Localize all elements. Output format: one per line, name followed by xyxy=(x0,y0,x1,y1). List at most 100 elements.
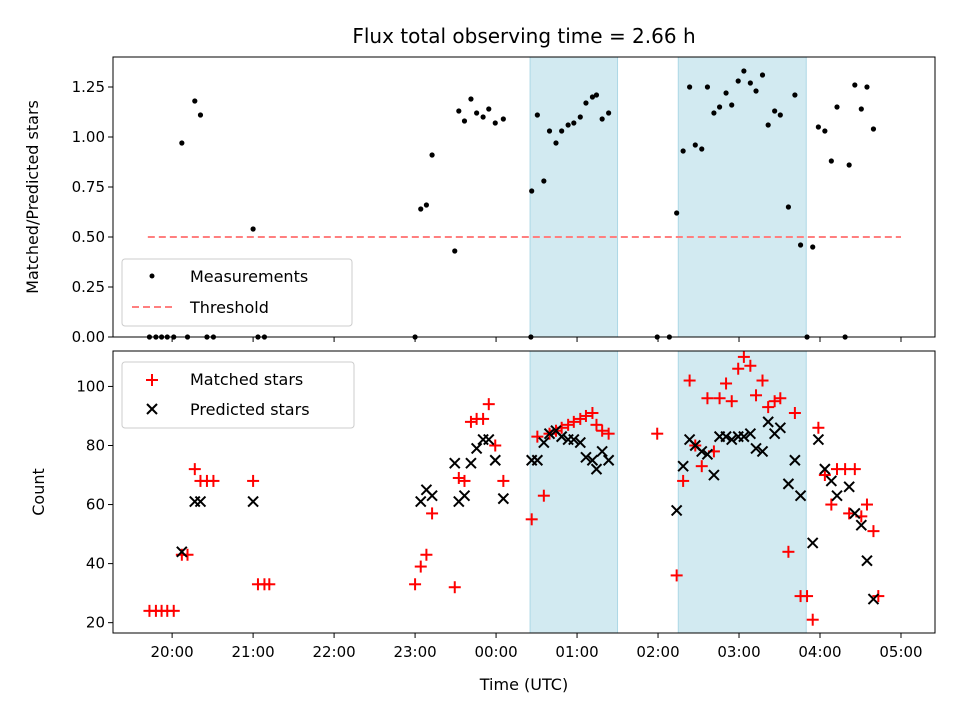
measurement-point xyxy=(461,118,468,124)
predicted-point xyxy=(586,454,599,466)
matched-point xyxy=(448,581,461,594)
bottom-highlight-spans xyxy=(529,350,807,634)
measurement-point xyxy=(810,244,816,250)
matched-point xyxy=(683,374,696,387)
matched-point xyxy=(825,498,838,511)
matched-point xyxy=(247,474,260,487)
predicted-point xyxy=(831,489,843,502)
predicted-point xyxy=(720,430,732,443)
bottom-y-tick-label: 80 xyxy=(86,436,105,454)
predicted-point xyxy=(756,445,769,458)
predicted-point xyxy=(726,433,738,446)
predicted-point xyxy=(677,460,689,472)
matched-point xyxy=(812,421,825,434)
matched-point xyxy=(677,474,690,487)
measurement-point xyxy=(593,92,600,98)
predicted-point xyxy=(738,430,750,443)
matched-point xyxy=(818,469,831,482)
top-axes-frame xyxy=(112,56,936,338)
predicted-point xyxy=(602,454,615,466)
measurement-point xyxy=(777,112,783,118)
bottom-y-axis-label: Count xyxy=(29,468,48,516)
measurement-point xyxy=(834,104,840,110)
matched-point xyxy=(414,560,427,573)
predicted-point xyxy=(670,504,683,517)
measurement-point xyxy=(250,226,256,232)
matched-point xyxy=(167,604,180,617)
predicted-point xyxy=(782,478,795,490)
predicted-point xyxy=(794,489,807,502)
bottom-panel: 20 40 60 80 100 20:00 21:00 22:00 23:00 00:00 01:… xyxy=(29,350,936,694)
measurement-point xyxy=(772,108,778,114)
measurement-point xyxy=(729,102,735,108)
legend-predicted-marker xyxy=(146,403,158,415)
measurement-point xyxy=(711,110,717,116)
legend-threshold-label: Threshold xyxy=(189,298,269,317)
predicted-point xyxy=(843,481,855,493)
matched-point xyxy=(263,578,276,591)
predicted-star-points xyxy=(176,416,880,605)
measurement-point xyxy=(197,112,204,118)
matched-point xyxy=(725,395,738,408)
matched-point xyxy=(806,613,819,626)
predicted-point xyxy=(774,422,787,434)
matched-point xyxy=(713,392,726,405)
matched-point xyxy=(768,395,781,408)
measurement-point xyxy=(692,142,698,148)
x-tick-label: 00:00 xyxy=(474,643,517,661)
matched-point xyxy=(409,578,422,591)
predicted-point xyxy=(855,519,868,531)
measurement-point xyxy=(699,146,705,152)
measurement-point xyxy=(765,122,771,128)
measurement-point xyxy=(468,96,474,102)
matched-point xyxy=(848,463,861,476)
measurement-point xyxy=(571,120,577,126)
matched-point xyxy=(872,590,885,603)
measurement-point xyxy=(747,80,753,86)
top-highlight-spans xyxy=(529,56,807,338)
highlight-span-1 xyxy=(529,56,619,338)
measurement-point xyxy=(822,128,828,134)
predicted-point xyxy=(580,451,592,464)
measurement-point xyxy=(606,110,612,116)
x-tick-label: 04:00 xyxy=(798,643,841,661)
top-legend: Measurements Threshold xyxy=(121,258,353,327)
predicted-point xyxy=(708,469,720,481)
highlight-span-2 xyxy=(677,350,807,634)
matched-point xyxy=(670,569,683,582)
measurement-point xyxy=(864,84,870,90)
predicted-point xyxy=(489,454,501,466)
top-y-tick-label: 0.75 xyxy=(72,178,105,196)
bottom-y-tick-label: 60 xyxy=(86,496,105,514)
matched-point xyxy=(737,350,750,363)
predicted-point xyxy=(543,427,556,440)
measurement-point xyxy=(179,140,185,146)
matched-point xyxy=(750,389,763,402)
matched-point xyxy=(774,392,787,405)
measurement-point xyxy=(480,114,486,120)
matched-point xyxy=(574,412,587,425)
matched-point xyxy=(596,424,609,437)
x-axis-label: Time (UTC) xyxy=(479,675,568,694)
predicted-point xyxy=(861,554,873,567)
measurement-point xyxy=(456,108,462,114)
bottom-y-ticks: 20 40 60 80 100 xyxy=(76,377,113,632)
measurement-point xyxy=(815,124,821,130)
matched-point xyxy=(782,545,795,558)
matched-star-points xyxy=(143,350,885,626)
measurement-point xyxy=(846,162,852,168)
legend-predicted-label: Predicted stars xyxy=(190,400,310,419)
measurement-point xyxy=(565,122,571,128)
legend-measurement-marker xyxy=(149,273,155,279)
predicted-point xyxy=(807,537,819,549)
matched-point xyxy=(602,427,615,440)
measurement-point xyxy=(753,88,759,94)
matched-point xyxy=(562,418,575,431)
top-y-ticks: 0.00 0.25 0.50 0.75 1.00 1.25 xyxy=(72,78,113,346)
matched-point xyxy=(207,474,220,487)
predicted-point xyxy=(415,495,427,508)
predicted-point xyxy=(568,433,580,446)
matched-point xyxy=(567,415,580,428)
top-y-tick-label: 0.50 xyxy=(72,228,105,246)
measurement-point xyxy=(858,106,864,112)
